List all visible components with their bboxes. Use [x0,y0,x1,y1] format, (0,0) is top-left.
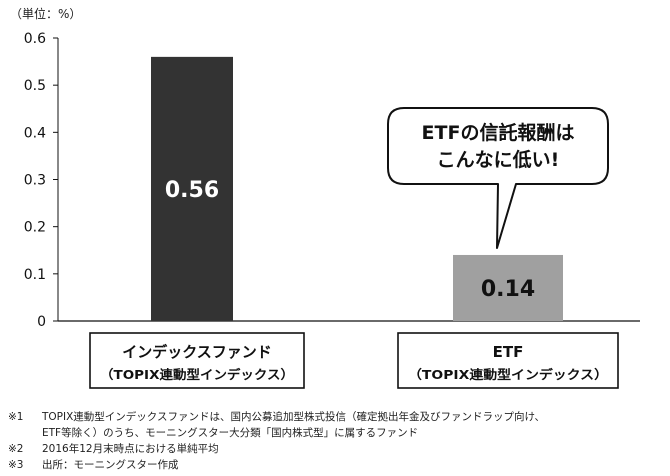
callout-line-2: こんなに低い! [437,148,560,171]
footnote-1: ※1 TOPIX連動型インデックスファンドは、国内公募追加型株式投信（確定拠出年… [8,409,663,425]
footnote-text: 2016年12月末時点における単純平均 [42,443,219,455]
bars: 0.56 0.14 [151,56,563,321]
footnote-mark: ※3 [8,459,24,471]
callout-bubble: ETFの信託報酬は こんなに低い! [387,107,609,249]
bar-value-label: 0.14 [481,277,535,302]
category-box [397,332,619,389]
footnote-3: ※3 出所：モーニングスター作成 [8,457,663,473]
y-axis: 0 0.1 0.2 0.3 0.4 0.5 0.6 [24,31,640,330]
y-tick-label: 0.6 [24,31,46,47]
footnote-2: ※2 2016年12月末時点における単純平均 [8,441,663,457]
category-sublabel: （TOPIX連動型インデックス） [100,367,294,382]
y-tick-label: 0 [37,314,46,330]
footnote-1-continued: ETF等除く）のうち、モーニングスター大分類「国内株式型」に属するファンド [42,427,419,439]
category-sublabel: （TOPIX連動型インデックス） [408,367,608,382]
y-tick-label: 0.5 [24,78,46,94]
category-box [89,332,305,389]
footnote-text: TOPIX連動型インデックスファンドは、国内公募追加型株式投信（確定拠出年金及び… [42,411,545,423]
bar [151,56,233,321]
bar-value-label: 0.56 [165,178,219,203]
y-tick-label: 0.3 [24,173,46,189]
category-labels: インデックスファンド （TOPIX連動型インデックス） ETF （TOPIX連動型イン… [89,332,619,389]
footnote-mark: ※1 [8,411,24,423]
category-label: インデックスファンド [122,343,272,361]
bar-chart: （単位：%） 0 0.1 0.2 0.3 0.4 0.5 0.6 0.56 0.14 ETFの… [10,6,640,389]
footnote-text: 出所：モーニングスター作成 [42,459,179,471]
category-label: ETF [493,343,524,361]
footnotes: ※1 TOPIX連動型インデックスファンドは、国内公募追加型株式投信（確定拠出年… [8,409,663,473]
y-tick-label: 0.4 [24,125,46,141]
y-tick-label: 0.1 [24,267,46,283]
callout-line-1: ETFの信託報酬は [422,121,575,144]
callout-shape [387,107,609,249]
footnote-mark: ※2 [8,443,24,455]
bar [453,254,563,321]
unit-label: （単位：%） [10,6,81,21]
y-tick-label: 0.2 [24,220,46,236]
